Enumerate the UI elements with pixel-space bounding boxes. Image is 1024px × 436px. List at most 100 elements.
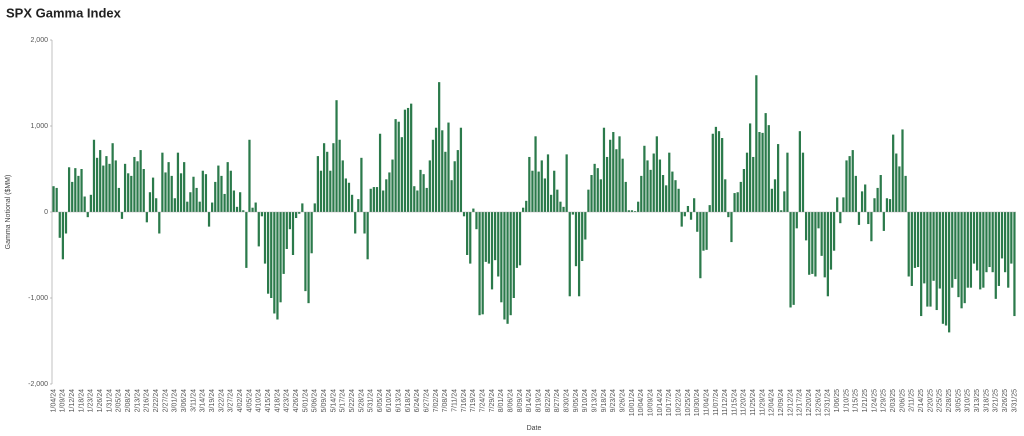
bar	[643, 145, 646, 212]
bar	[71, 181, 74, 212]
bar	[92, 139, 96, 212]
bar	[456, 150, 459, 212]
bar	[1003, 212, 1007, 273]
x-tick-label: 12/20/24	[806, 389, 813, 416]
bar	[369, 188, 372, 212]
bar	[985, 212, 988, 273]
bar	[680, 212, 683, 227]
bar	[640, 175, 643, 212]
bar	[391, 159, 394, 212]
bar	[260, 212, 264, 217]
bar	[450, 180, 453, 212]
bar	[836, 197, 839, 212]
bar	[58, 212, 61, 238]
bar	[267, 212, 270, 294]
x-tick-label: 3/10/25	[965, 389, 972, 412]
bar	[382, 190, 385, 212]
x-tick-label: 5/17/24	[340, 389, 347, 412]
bar	[773, 179, 777, 212]
bar	[528, 156, 531, 212]
bar	[475, 212, 478, 230]
x-tick-label: 8/01/24	[498, 389, 505, 412]
bar	[742, 169, 746, 212]
x-tick-label: 3/06/24	[181, 389, 188, 412]
bar	[531, 170, 534, 212]
bar	[674, 180, 677, 212]
bar	[854, 175, 857, 212]
x-tick-label: 6/18/24	[405, 389, 412, 412]
bar	[235, 206, 239, 212]
bar	[397, 121, 400, 212]
x-tick-label: 4/18/24	[274, 389, 281, 412]
bar	[214, 181, 217, 212]
bar	[851, 150, 854, 212]
bar	[67, 167, 71, 212]
bar	[201, 170, 204, 212]
bar	[901, 129, 904, 212]
bar	[322, 143, 326, 212]
x-tick-label: 9/13/24	[591, 389, 598, 412]
bar	[820, 212, 823, 256]
bar	[845, 160, 848, 212]
x-tick-label: 9/18/24	[601, 389, 608, 412]
x-tick-label: 9/23/24	[610, 389, 617, 412]
bar	[892, 134, 895, 212]
bar	[783, 191, 786, 212]
x-tick-label: 11/04/24	[703, 389, 710, 416]
bar	[350, 194, 354, 212]
bar	[745, 152, 749, 212]
x-tick-label: 5/14/24	[330, 389, 337, 412]
x-tick-label: 10/01/24	[629, 389, 636, 416]
bar	[864, 184, 867, 212]
bar	[139, 150, 142, 212]
bar	[204, 174, 208, 212]
bar	[873, 198, 876, 212]
x-tick-label: 8/14/24	[526, 389, 533, 412]
bar	[615, 149, 618, 212]
x-tick-label: 5/31/24	[368, 389, 375, 412]
bar	[556, 189, 559, 212]
y-tick-label: 2,000	[30, 37, 48, 44]
bar	[319, 170, 323, 212]
x-tick-label: 1/29/25	[881, 389, 888, 412]
bar	[148, 192, 152, 212]
x-tick-label: 3/01/24	[172, 389, 179, 412]
bar	[304, 212, 307, 292]
bar	[518, 212, 522, 266]
x-tick-label: 1/04/24	[50, 389, 57, 412]
x-tick-label: 9/10/24	[582, 389, 589, 412]
bar	[99, 150, 102, 212]
bar	[832, 212, 836, 251]
bar	[444, 151, 447, 212]
bar	[338, 139, 341, 212]
bar	[879, 175, 882, 212]
bar	[466, 212, 469, 255]
bar	[739, 181, 742, 212]
bar	[649, 169, 652, 212]
bar	[699, 212, 702, 279]
bar	[571, 212, 574, 215]
bar	[764, 113, 767, 212]
x-tick-label: 4/23/24	[284, 389, 291, 412]
bar	[923, 212, 926, 284]
bar	[344, 178, 347, 212]
bar	[270, 212, 273, 298]
bar	[145, 212, 148, 223]
bar	[602, 127, 606, 212]
x-tick-label: 7/16/24	[461, 389, 468, 412]
x-tick-label: 8/06/24	[508, 389, 515, 412]
y-tick-label: 0	[44, 209, 48, 216]
bar	[288, 212, 292, 230]
x-tick-label: 7/24/24	[480, 389, 487, 412]
bar	[422, 174, 425, 212]
bar	[360, 157, 363, 212]
x-tick-label: 3/21/25	[993, 389, 1000, 412]
bar	[509, 212, 512, 316]
bar	[453, 161, 456, 212]
bar	[537, 171, 540, 212]
bar	[329, 170, 332, 212]
bar	[347, 182, 351, 212]
bar	[646, 160, 649, 212]
x-tick-label: 5/28/24	[358, 389, 365, 412]
x-tick-label: 10/04/24	[638, 389, 645, 416]
